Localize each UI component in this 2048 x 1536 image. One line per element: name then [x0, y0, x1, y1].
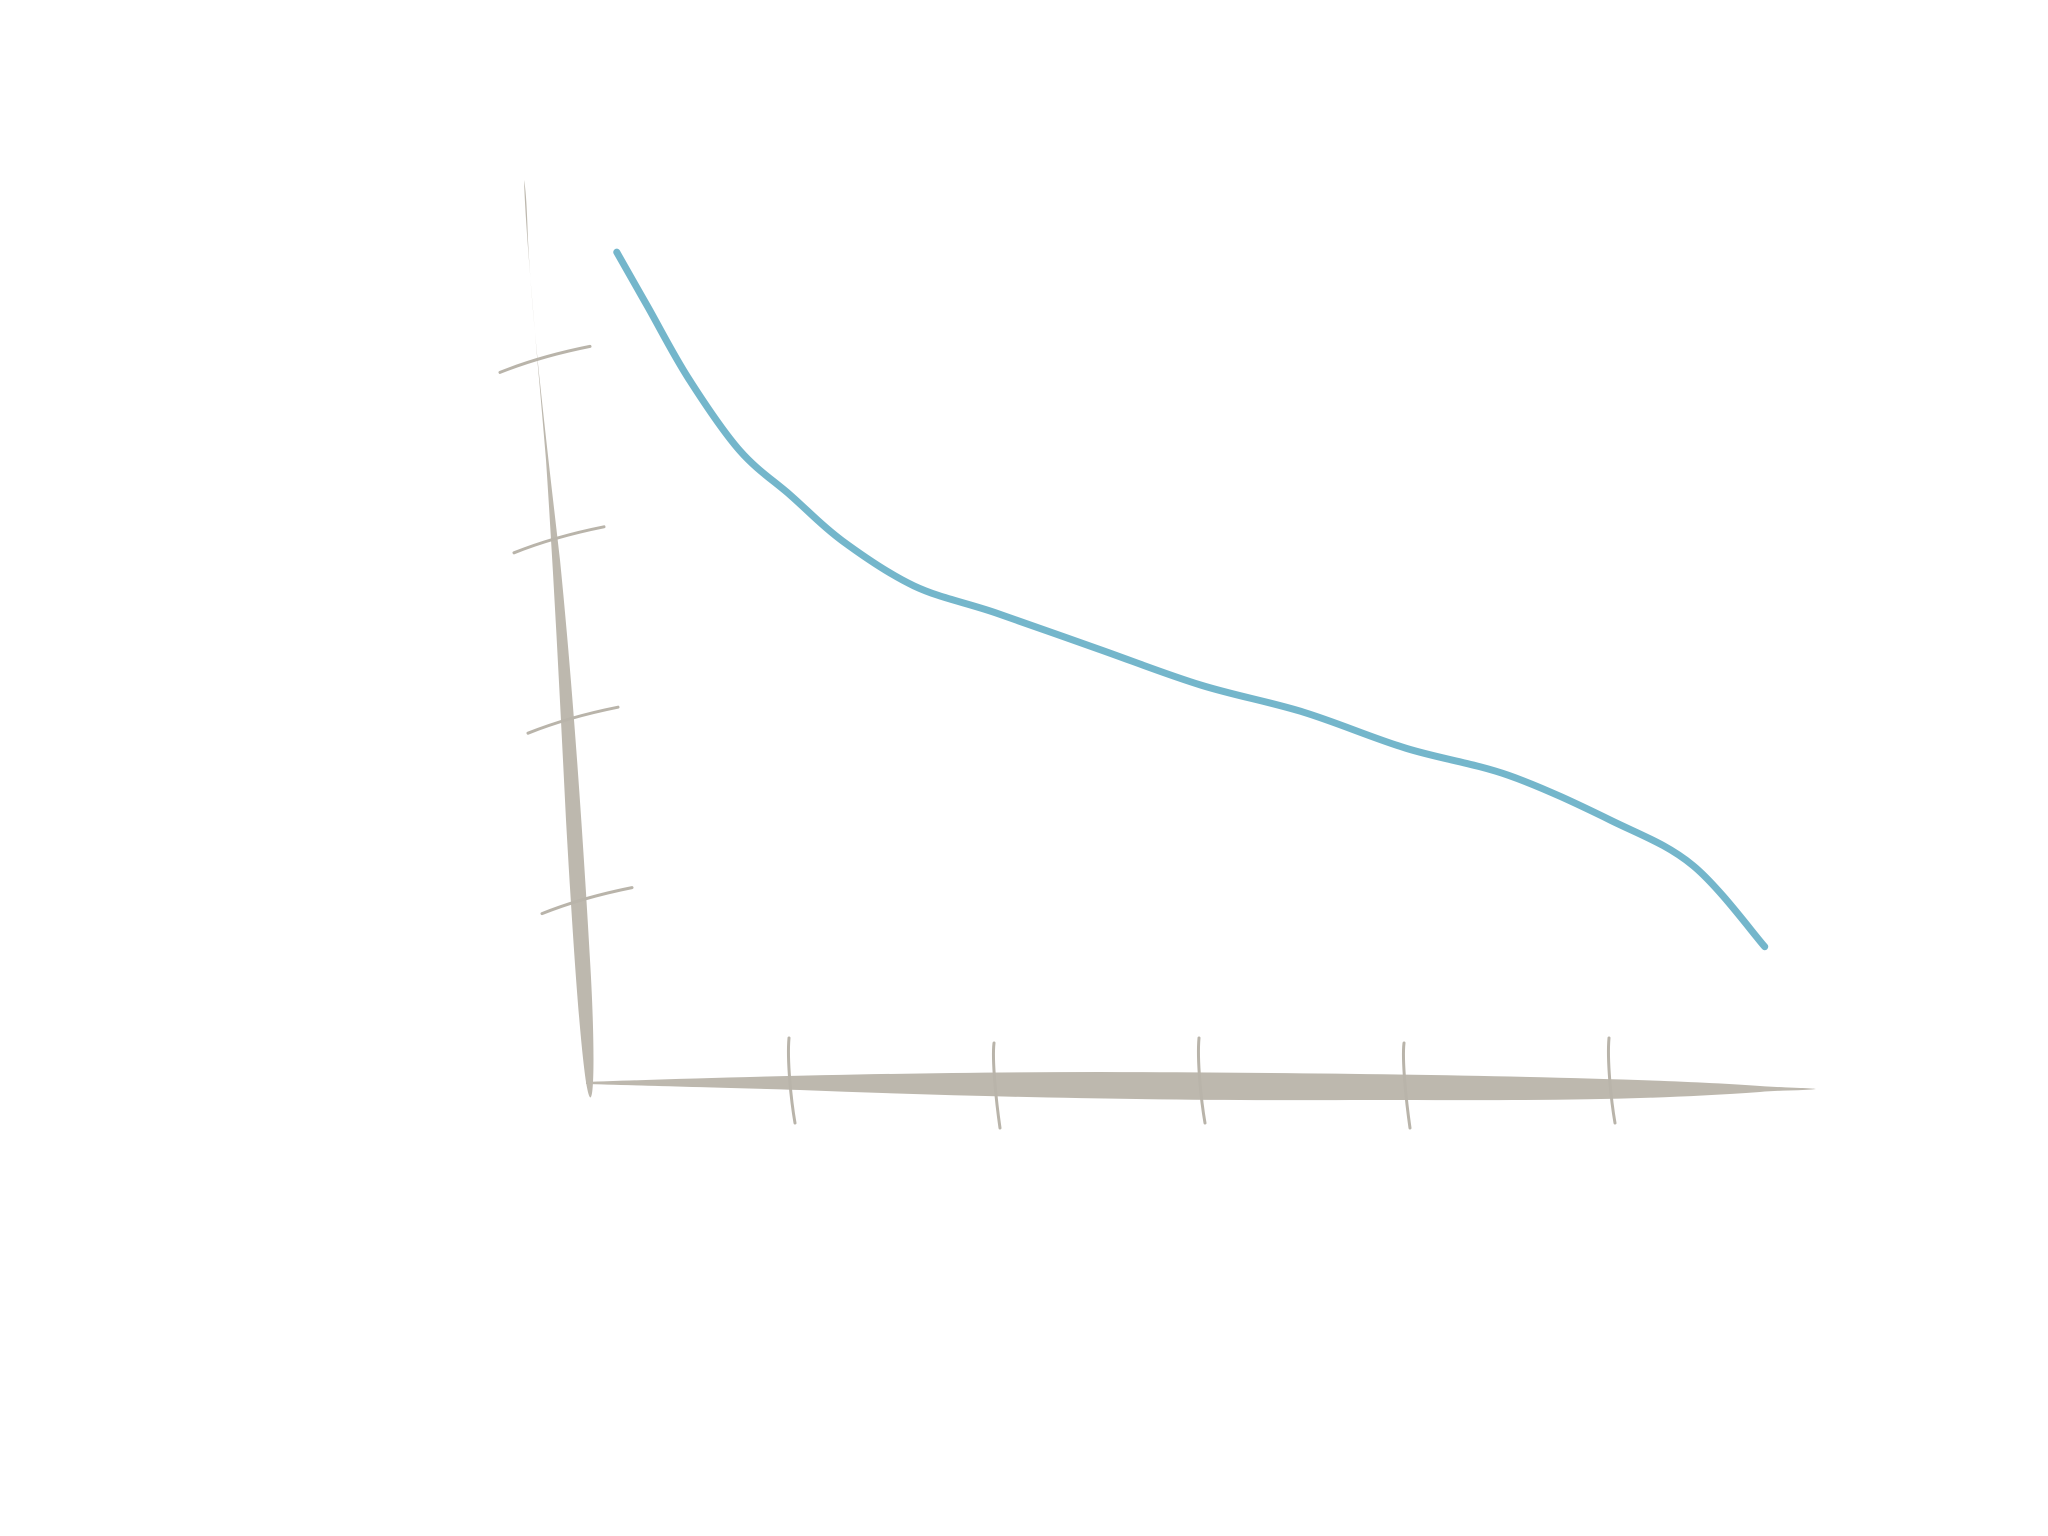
- x-tick-4: [1401, 1041, 1412, 1130]
- series-layer: [613, 248, 1769, 951]
- y-axis: [524, 180, 594, 1098]
- y-tick-2: [526, 705, 620, 735]
- y-tick-3: [512, 525, 606, 555]
- x-tick-2: [991, 1041, 1002, 1130]
- y-tick-1: [540, 886, 634, 916]
- x-axis-ticks: [786, 1036, 1617, 1130]
- x-tick-1: [786, 1036, 797, 1125]
- x-tick-3: [1196, 1036, 1207, 1125]
- x-tick-5: [1606, 1036, 1617, 1125]
- series-line-1: [613, 248, 1769, 951]
- y-axis-ticks: [498, 344, 634, 916]
- y-tick-4: [498, 344, 592, 374]
